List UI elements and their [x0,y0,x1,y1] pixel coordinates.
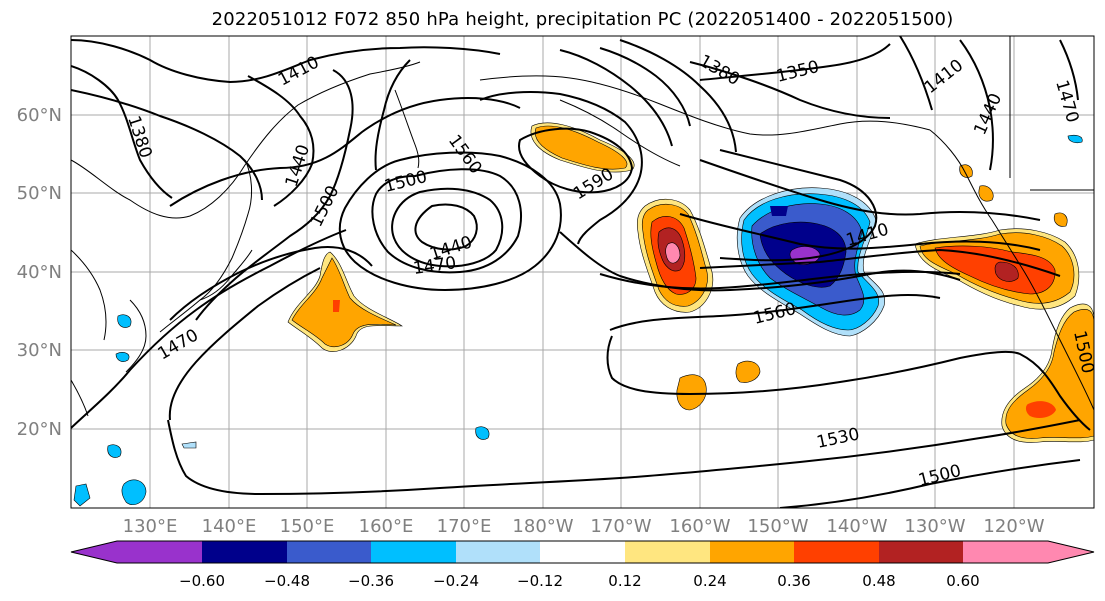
lon-label: 150°E [280,516,335,537]
contour-1440-b [247,75,315,207]
colorbar-segment [371,541,456,563]
contour-1410-west [71,39,501,84]
colorbar-segment [625,541,710,563]
colorbar-segment [1048,541,1094,563]
contour-1440-gulf [699,159,1041,221]
contour-1530-south [606,335,1091,431]
colorbar-tick-label: 0.60 [946,572,979,590]
contour-1440-west [71,89,263,201]
contour-1470-gulf [679,213,1041,251]
lon-label: 150°W [747,516,808,537]
colorbar [70,540,1095,564]
contour-1500-main [168,267,321,421]
contour-1410-alaska [559,49,673,147]
coastlines [71,36,1094,417]
lon-label: 170°W [590,516,651,537]
colorbar-segment [71,541,117,563]
lon-label: 160°E [359,516,414,537]
colorbar-segment [879,541,963,563]
colorbar-outline [70,540,1095,564]
latitude-labels: 60°N 50°N 40°N 30°N 20°N [17,105,62,440]
contour-1380-east [689,61,891,119]
colorbar-tick-label: 0.48 [862,572,895,590]
contour-1500-ring [338,151,562,292]
contour-1470-south [169,246,373,321]
contour-1530-outer [167,419,1081,496]
colorbar-segment [456,541,540,563]
lon-label: 140°W [826,516,887,537]
lon-label: 160°W [669,516,730,537]
colorbar-segment [540,541,625,563]
contour-1380 [71,65,173,199]
lon-label: 130°E [123,516,178,537]
lon-label: 180°W [512,516,573,537]
contour-1470-ring [371,168,522,274]
colorbar-tick-label: −0.36 [348,572,394,590]
contour-1440-east [959,39,994,171]
map-frame [70,35,1095,509]
contour-1560 [559,231,961,292]
contour-1410-east [899,36,933,111]
colorbar-segment [117,541,202,563]
precip-area-hawaii-1 [676,374,707,411]
colorbar-tick-label: 0.36 [777,572,810,590]
height-contours [71,36,1091,508]
lon-label: 130°W [904,516,965,537]
lat-label: 60°N [17,105,62,126]
contour-1500-gulf [699,248,1061,277]
contour-1560-bering [479,91,643,245]
contour-1350 [699,43,891,81]
colorbar-segment [287,541,371,563]
map-title: 2022051012 F072 850 hPa height, precipit… [211,9,954,30]
colorbar-tick-label: −0.48 [264,572,310,590]
colorbar-segment [202,541,287,563]
colorbar-tick-label: −0.12 [517,572,563,590]
lat-label: 50°N [17,183,62,204]
colorbar-tick-label: 0.12 [608,572,641,590]
contour-1590 [518,127,634,194]
contour-1380-alaska [599,47,691,127]
lat-label: 30°N [17,340,62,361]
contour-1470-west [374,59,411,171]
colorbar-segment [710,541,794,563]
contour-1500-south [779,459,1081,508]
lon-label: 170°E [437,516,492,537]
contour-1470-east [1059,39,1079,101]
contour-1560-south [609,294,941,331]
contour-1440-alaska [619,39,737,153]
longitude-labels: 130°E 140°E 150°E 160°E 170°E 180°W 170°… [123,516,1045,537]
contour-1530-main [71,229,347,429]
colorbar-segment [963,541,1048,563]
lon-label: 120°W [983,516,1044,537]
colorbar-segment [794,541,879,563]
lat-label: 40°N [17,262,62,283]
colorbar-tick-label: −0.24 [433,572,479,590]
contour-1440-ring [391,187,504,268]
colorbar-tick-label: 0.24 [693,572,726,590]
contour-1410-ring [414,203,478,251]
contour-1410-gulf [719,149,878,262]
contour-1500 [195,69,354,321]
lon-label: 140°E [202,516,257,537]
precip-area-hawaii-2 [735,360,761,383]
colorbar-tick-label: −0.60 [179,572,225,590]
contour-1530 [169,97,521,207]
colorbar-ticks: −0.60 −0.48 −0.36 −0.24 −0.12 0.12 0.24 … [179,572,980,590]
lat-label: 20°N [17,419,62,440]
